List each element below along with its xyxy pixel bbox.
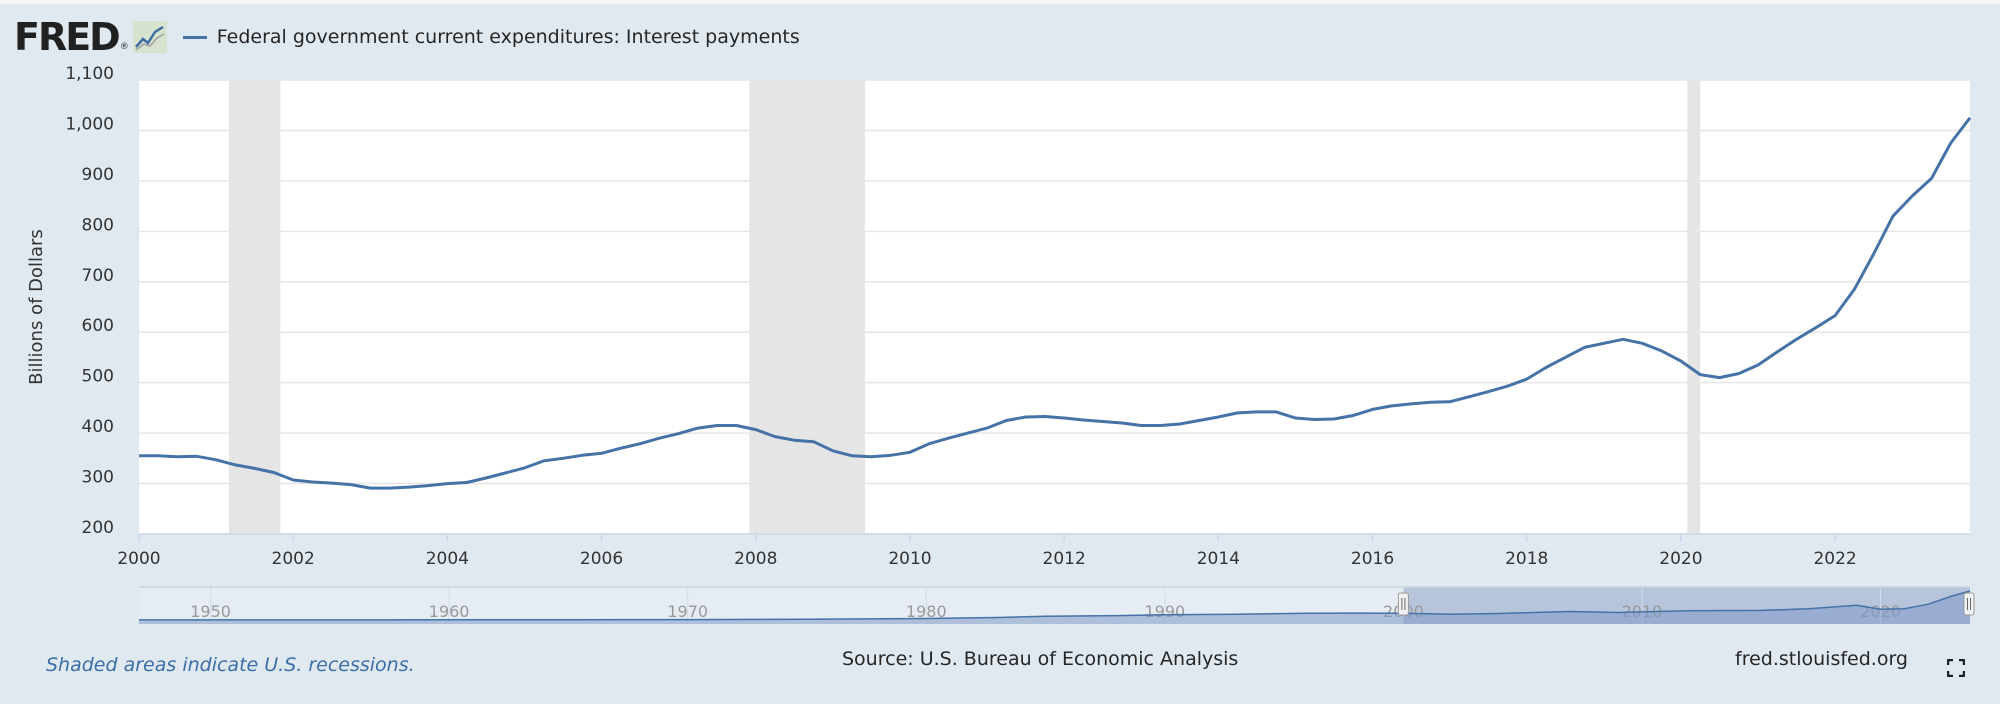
y-tick-label: 1,100: [65, 64, 114, 84]
y-tick-label: 200: [82, 518, 114, 538]
legend-label[interactable]: Federal government current expenditures:…: [216, 26, 800, 48]
plot-area: [139, 80, 1970, 534]
x-tick-label: 2014: [1197, 549, 1240, 569]
source-text: Source: U.S. Bureau of Economic Analysis: [842, 648, 1239, 670]
x-tick-label: 2012: [1043, 549, 1086, 569]
y-tick-label: 500: [82, 367, 114, 387]
legend-swatch: [182, 35, 207, 39]
line-chart: 200 300 400 500 600 700 800 900 1,000 1,100 2000 2…: [26, 64, 1975, 624]
x-tick-label: 2018: [1505, 549, 1548, 569]
x-tick-label: 2004: [426, 549, 469, 569]
registered-mark: ®: [119, 42, 129, 52]
recession-note: Shaded areas indicate U.S. recessions.: [46, 654, 415, 676]
y-axis-label: Billions of Dollars: [26, 229, 47, 385]
recession-band: [749, 80, 865, 534]
y-tick-label: 800: [82, 215, 114, 235]
recession-band: [228, 80, 281, 534]
top-border: [0, 0, 2000, 4]
navigator-tick-label: 1970: [667, 602, 708, 621]
fullscreen-icon[interactable]: [1947, 659, 1965, 677]
navigator-tick-label: 1950: [190, 602, 231, 621]
x-tick-label: 2006: [580, 549, 623, 569]
x-tick-label: 2020: [1659, 549, 1702, 569]
y-tick-label: 400: [82, 417, 114, 437]
y-tick-label: 300: [82, 468, 114, 488]
x-tick-label: 2000: [117, 549, 160, 569]
x-tick-label: 2022: [1813, 549, 1856, 569]
recession-band: [1687, 80, 1701, 534]
y-tick-label: 1,000: [65, 114, 114, 134]
navigator-series-line: [139, 590, 1971, 621]
x-tick-label: 2016: [1351, 549, 1394, 569]
fred-graph-icon[interactable]: [132, 21, 167, 53]
navigator-tick-label: 1960: [429, 602, 470, 621]
navigator-handle[interactable]: [1397, 592, 1409, 616]
y-tick-label: 900: [82, 165, 114, 185]
navigator-handle[interactable]: [1963, 592, 1975, 616]
chart-legend: Federal government current expenditures:…: [182, 26, 800, 48]
graph-header: FRED ® Federal government current expend…: [14, 14, 800, 60]
y-tick-label: 600: [82, 316, 114, 336]
series-line[interactable]: [139, 116, 1972, 490]
x-tick-label: 2002: [272, 549, 315, 569]
site-link[interactable]: fred.stlouisfed.org: [1735, 648, 1908, 670]
x-tick-label: 2008: [734, 549, 777, 569]
x-tick-label: 2010: [888, 549, 931, 569]
fred-logo[interactable]: FRED: [14, 15, 121, 59]
y-tick-label: 700: [82, 266, 114, 286]
navigator-series-area: [139, 591, 1970, 624]
navigator-tick-label: 1980: [906, 602, 947, 621]
